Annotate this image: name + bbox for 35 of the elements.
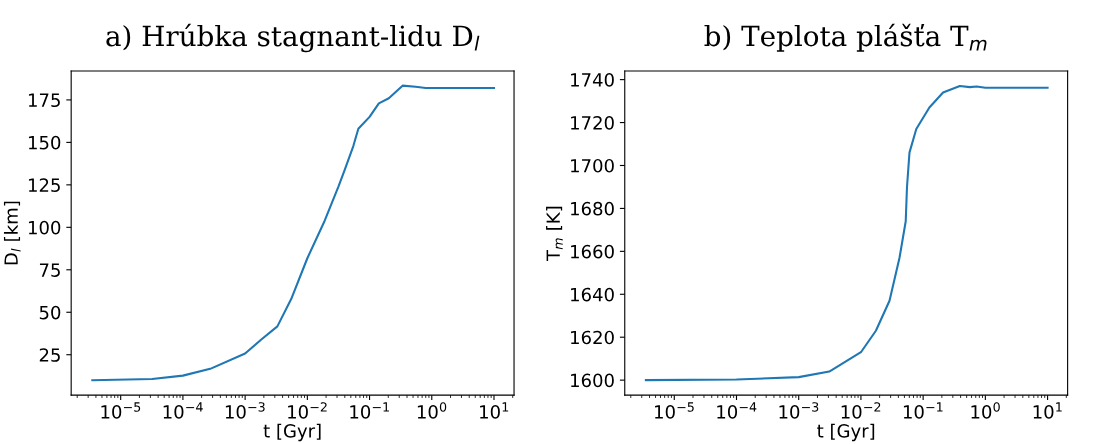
y-tick-label: 25	[39, 348, 60, 362]
y-tick-label: 100	[28, 220, 61, 235]
x-tick-label: 10$^{−5}$	[101, 402, 141, 419]
y-tick-label: 1620	[571, 330, 614, 345]
x-tick-label: 10$^{−4}$	[163, 402, 203, 419]
y-tick-label: 50	[39, 305, 61, 320]
x-tick-label: 10$^{0}$	[417, 402, 447, 419]
y-tick-label: 1660	[571, 244, 614, 259]
y-tick-label: 1740	[571, 73, 614, 87]
chart-title: a) Hrúbka stagnant-lidu D$_{l}$	[106, 23, 480, 53]
x-tick-label: 10$^{−5}$	[655, 402, 694, 419]
y-tick-label: 75	[39, 263, 60, 277]
x-tick-label: 10$^{−3}$	[225, 402, 265, 419]
x-tick-label: 10$^{1}$	[1033, 402, 1062, 419]
chart-title: b) Teplota plášťa T$_{m}$	[704, 23, 987, 52]
y-tick-label: 1720	[571, 116, 614, 130]
x-tick-label: 10$^{−1}$	[903, 402, 943, 419]
x-tick-label: 10$^{−4}$	[717, 402, 757, 419]
y-tick-label: 1600	[571, 373, 614, 388]
x-tick-label: 10$^{−3}$	[779, 402, 819, 419]
x-tick-label: 10$^{−2}$	[841, 402, 881, 419]
x-tick-label: 10$^{−2}$	[288, 402, 327, 419]
x-tick-label: 10$^{0}$	[971, 402, 1000, 419]
x-axis-title: t [Gyr]	[817, 423, 875, 442]
x-axis-title: t [Gyr]	[263, 423, 321, 442]
y-tick-label: 1640	[571, 287, 614, 302]
y-tick-label: 1680	[571, 201, 614, 216]
y-tick-label: 175	[28, 93, 60, 108]
y-axis-title: T$_{m}$ [K]	[546, 206, 563, 262]
x-tick-label: 10$^{1}$	[480, 402, 509, 419]
y-tick-label: 150	[28, 135, 61, 150]
y-axis-title: D$_{l}$ [km]	[3, 201, 21, 265]
y-tick-label: 125	[28, 178, 60, 192]
y-tick-label: 1700	[571, 158, 614, 173]
x-tick-label: 10$^{−1}$	[350, 402, 389, 419]
